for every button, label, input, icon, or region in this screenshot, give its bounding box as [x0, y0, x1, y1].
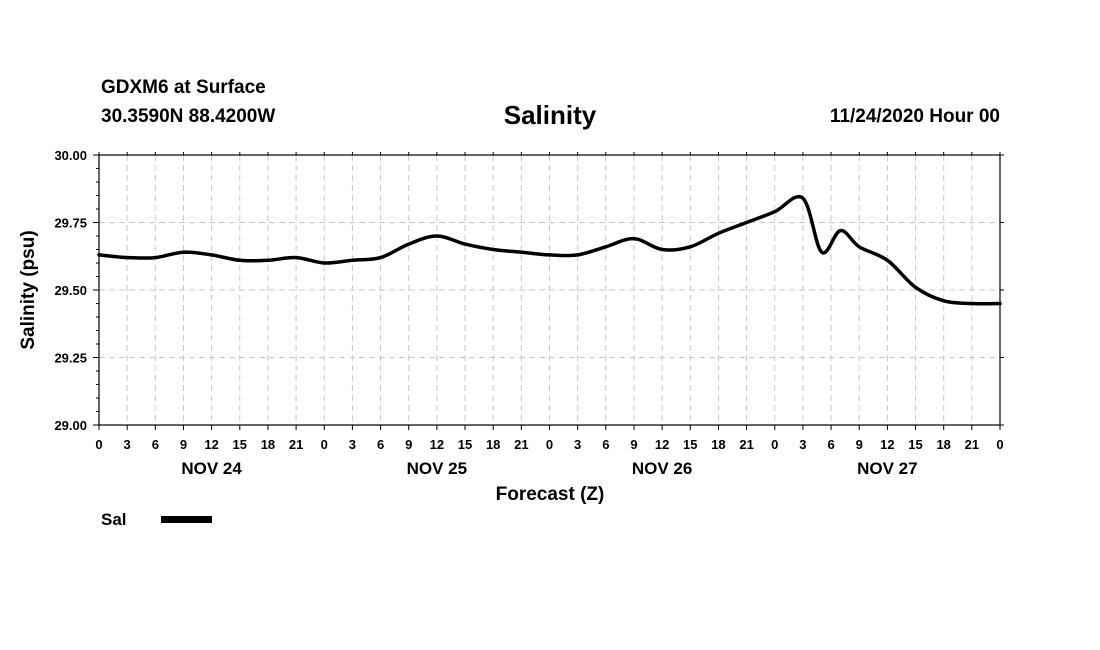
- day-label: NOV 27: [857, 459, 917, 478]
- x-tick-label: 6: [602, 437, 609, 452]
- x-tick-label: 15: [458, 437, 472, 452]
- x-tick-label: 0: [546, 437, 553, 452]
- x-tick-label: 0: [771, 437, 778, 452]
- y-axis-label: Salinity (psu): [18, 230, 39, 349]
- x-tick-label: 0: [996, 437, 1003, 452]
- x-tick-label: 15: [683, 437, 697, 452]
- x-tick-label: 21: [739, 437, 753, 452]
- x-tick-label: 9: [630, 437, 637, 452]
- x-tick-label: 0: [321, 437, 328, 452]
- x-tick-label: 12: [880, 437, 894, 452]
- x-tick-label: 18: [711, 437, 725, 452]
- x-tick-label: 15: [233, 437, 247, 452]
- x-tick-label: 6: [827, 437, 834, 452]
- y-tick-label: 29.25: [54, 351, 87, 366]
- x-axis-label: Forecast (Z): [496, 484, 605, 505]
- y-tick-labels: 29.00 29.25 29.50 29.75 30.00: [54, 148, 87, 433]
- station-label: GDXM6 at Surface: [101, 77, 266, 98]
- x-tick-label: 18: [486, 437, 500, 452]
- day-label: NOV 26: [632, 459, 692, 478]
- y-tick-label: 29.75: [54, 216, 87, 231]
- legend: Sal: [101, 510, 212, 529]
- legend-label: Sal: [101, 510, 127, 529]
- series-line-sal: [97, 194, 1002, 306]
- x-tick-label: 9: [180, 437, 187, 452]
- x-tick-label: 12: [204, 437, 218, 452]
- legend-swatch: [161, 516, 212, 523]
- day-label: NOV 25: [407, 459, 467, 478]
- x-tick-label: 9: [856, 437, 863, 452]
- x-tick-label: 15: [908, 437, 922, 452]
- y-tick-label: 29.50: [54, 283, 87, 298]
- grid-lines: [99, 155, 1000, 425]
- chart-title-text: Salinity: [503, 100, 597, 130]
- x-tick-label: 3: [124, 437, 131, 452]
- x-tick-label: 6: [377, 437, 384, 452]
- plot-frame: [98, 154, 1001, 426]
- x-tick-labels: 0 3 6 9 12 15 18 21 0 3 6 9 12 15 18 21 0 3 6 9 12 15 18 21 0 3 6 9…: [95, 437, 1003, 452]
- coordinates-label: 30.3590N 88.4200W: [101, 106, 276, 127]
- x-tick-label: 3: [574, 437, 581, 452]
- y-tick-label: 30.00: [54, 148, 87, 163]
- x-tick-label: 12: [655, 437, 669, 452]
- x-tick-label: 21: [514, 437, 528, 452]
- x-tick-label: 0: [95, 437, 102, 452]
- x-tick-label: 21: [289, 437, 303, 452]
- x-tick-label: 18: [936, 437, 950, 452]
- day-labels: NOV 24 NOV 25 NOV 26 NOV 27: [181, 459, 917, 478]
- y-tick-label: 29.00: [54, 418, 87, 433]
- day-label: NOV 24: [181, 459, 242, 478]
- x-tick-label: 3: [349, 437, 356, 452]
- axis-ticks: [93, 152, 1004, 430]
- x-tick-label: 18: [261, 437, 275, 452]
- x-tick-label: 6: [152, 437, 159, 452]
- x-tick-label: 12: [430, 437, 444, 452]
- x-tick-label: 3: [799, 437, 806, 452]
- x-tick-label: 21: [965, 437, 979, 452]
- chart-title: Salinity: [0, 100, 1100, 131]
- x-tick-label: 9: [405, 437, 412, 452]
- forecast-timestamp: 11/24/2020 Hour 00: [829, 106, 1000, 127]
